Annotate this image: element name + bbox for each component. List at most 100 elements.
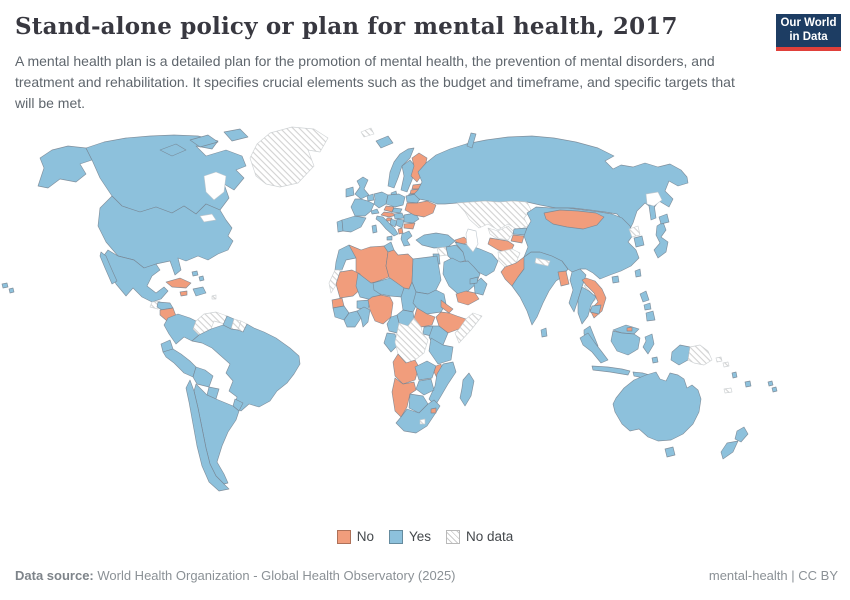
country-uae-qatar[interactable] — [469, 276, 479, 285]
country-sri-lanka[interactable] — [540, 327, 548, 338]
legend-item-no[interactable]: No — [336, 529, 374, 544]
country-south-africa[interactable] — [395, 399, 441, 434]
country-croatia[interactable] — [389, 218, 398, 228]
country-albania[interactable] — [397, 227, 404, 235]
country-greece[interactable] — [400, 230, 413, 247]
country-madagascar[interactable] — [459, 372, 475, 407]
country-bangladesh[interactable] — [557, 270, 570, 287]
country-mozambique[interactable] — [428, 361, 457, 407]
country-ukraine[interactable] — [404, 200, 437, 218]
country-niger[interactable] — [372, 277, 405, 298]
country-nigeria[interactable] — [367, 294, 394, 325]
country-hispaniola[interactable] — [192, 286, 207, 297]
country-egypt[interactable] — [411, 255, 442, 295]
country-france[interactable] — [350, 198, 375, 217]
country-hungary[interactable] — [393, 212, 405, 220]
country-italy[interactable] — [375, 215, 399, 237]
country-bolivia[interactable] — [192, 366, 214, 388]
country-australia-tasmania[interactable] — [664, 446, 676, 458]
country-philippines-luzon[interactable] — [639, 290, 650, 303]
country-jamaica[interactable] — [179, 290, 188, 297]
country-peru[interactable] — [162, 348, 197, 378]
country-fiji[interactable] — [744, 380, 752, 388]
country-solomon-islands-2[interactable] — [722, 361, 730, 368]
country-indonesia-sumatra[interactable] — [579, 332, 609, 364]
country-taiwan[interactable] — [634, 268, 642, 278]
country-eritrea[interactable] — [440, 299, 454, 314]
country-samoa-tonga-2[interactable] — [771, 386, 778, 393]
country-new-zealand-north[interactable] — [734, 426, 749, 443]
country-bahamas-2[interactable] — [198, 275, 205, 282]
country-tajikistan[interactable] — [510, 234, 525, 244]
country-hawaii-1[interactable] — [1, 282, 9, 289]
country-chile[interactable] — [185, 379, 230, 492]
country-myanmar[interactable] — [568, 268, 587, 313]
country-japan-hokkaido[interactable] — [658, 213, 670, 225]
country-cambodia[interactable] — [589, 304, 602, 315]
country-angola[interactable] — [392, 353, 420, 385]
country-bulgaria[interactable] — [403, 222, 416, 230]
country-iran[interactable] — [454, 241, 499, 277]
country-indonesia-java[interactable] — [591, 365, 631, 376]
country-saudi-arabia[interactable] — [442, 257, 481, 295]
country-eswatini[interactable] — [430, 407, 437, 414]
country-svalbard[interactable] — [360, 127, 375, 138]
country-cuba[interactable] — [165, 277, 192, 289]
country-alaska[interactable] — [37, 145, 93, 189]
country-lesotho[interactable] — [419, 418, 426, 425]
country-brunei[interactable] — [626, 326, 633, 332]
country-indonesia-maluku[interactable] — [651, 356, 659, 364]
country-kazakhstan[interactable] — [456, 200, 532, 231]
owid-logo[interactable]: Our World in Data — [776, 14, 841, 51]
license-link[interactable]: CC BY — [798, 568, 838, 583]
country-belgium-netherlands[interactable] — [366, 193, 375, 202]
country-serbia[interactable] — [395, 218, 405, 229]
country-switzerland[interactable] — [370, 208, 380, 215]
country-japan[interactable] — [653, 221, 669, 259]
country-samoa-tonga-1[interactable] — [767, 380, 774, 387]
country-nepal[interactable] — [534, 257, 551, 267]
country-brazil[interactable] — [191, 323, 301, 412]
country-hawaii-2[interactable] — [8, 287, 15, 294]
country-greenland[interactable] — [249, 126, 329, 188]
country-thailand[interactable] — [577, 286, 597, 325]
country-norway[interactable] — [387, 147, 415, 189]
country-italy-sardinia[interactable] — [371, 224, 378, 234]
country-uzbekistan[interactable] — [487, 225, 515, 241]
country-austria[interactable] — [380, 211, 398, 218]
country-novaya-zemlya[interactable] — [466, 132, 477, 149]
country-china[interactable] — [523, 206, 640, 280]
country-italy-sicily[interactable] — [386, 235, 393, 241]
country-papua-new-guinea[interactable] — [687, 344, 713, 366]
country-ireland[interactable] — [345, 186, 355, 198]
country-indonesia-sulawesi[interactable] — [642, 333, 655, 355]
country-zimbabwe[interactable] — [415, 378, 435, 396]
country-germany[interactable] — [373, 191, 389, 209]
country-solomon-islands-1[interactable] — [715, 356, 723, 363]
country-mongolia[interactable] — [543, 209, 605, 230]
country-new-caledonia[interactable] — [723, 387, 733, 394]
country-australia[interactable] — [612, 371, 702, 442]
country-poland[interactable] — [385, 193, 406, 208]
country-south-korea[interactable] — [633, 235, 645, 248]
country-iceland[interactable] — [375, 135, 394, 149]
country-venezuela[interactable] — [192, 311, 228, 336]
legend-item-yes[interactable]: Yes — [388, 529, 431, 544]
country-tanzania[interactable] — [428, 337, 454, 365]
country-spain[interactable] — [341, 215, 367, 233]
country-philippines-mindanao[interactable] — [645, 310, 656, 322]
country-somalia[interactable] — [454, 312, 483, 344]
topic-link[interactable]: mental-health — [708, 568, 788, 583]
country-hainan[interactable] — [611, 275, 620, 284]
country-namibia[interactable] — [391, 377, 417, 418]
country-new-zealand-south[interactable] — [720, 440, 739, 460]
country-mexico-baja[interactable] — [99, 251, 118, 285]
legend-item-no-data[interactable]: No data — [446, 529, 513, 544]
country-philippines-visayas[interactable] — [643, 302, 652, 311]
country-indonesia-kalimantan[interactable] — [610, 330, 641, 356]
country-canada-arctic-1[interactable] — [159, 143, 187, 157]
country-vanuatu[interactable] — [731, 371, 738, 379]
country-turkey[interactable] — [415, 232, 456, 249]
country-north-korea[interactable] — [628, 225, 641, 238]
country-congo[interactable] — [383, 332, 399, 353]
